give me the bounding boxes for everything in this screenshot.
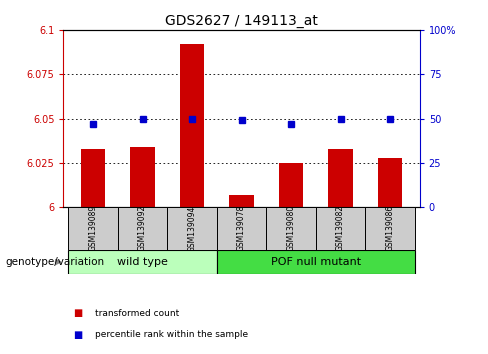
- Text: ■: ■: [73, 330, 82, 339]
- Bar: [279, 163, 304, 207]
- Text: GSM139082: GSM139082: [336, 205, 345, 251]
- Text: GSM139092: GSM139092: [138, 205, 147, 251]
- Text: GSM139089: GSM139089: [89, 205, 98, 251]
- Bar: [167, 207, 217, 250]
- Text: GSM139086: GSM139086: [386, 205, 394, 251]
- Bar: [266, 207, 316, 250]
- Bar: [68, 250, 217, 274]
- Bar: [328, 149, 353, 207]
- Bar: [229, 195, 254, 207]
- Bar: [378, 158, 403, 207]
- Text: GSM139078: GSM139078: [237, 205, 246, 251]
- Text: transformed count: transformed count: [95, 309, 180, 318]
- Bar: [130, 147, 155, 207]
- Text: genotype/variation: genotype/variation: [5, 257, 104, 267]
- Bar: [217, 207, 266, 250]
- Text: ■: ■: [73, 308, 82, 318]
- Title: GDS2627 / 149113_at: GDS2627 / 149113_at: [165, 14, 318, 28]
- Bar: [68, 207, 118, 250]
- Bar: [180, 44, 204, 207]
- Bar: [316, 207, 365, 250]
- Bar: [365, 207, 415, 250]
- Text: GSM139094: GSM139094: [187, 205, 197, 252]
- Text: wild type: wild type: [117, 257, 168, 267]
- Bar: [217, 250, 415, 274]
- Text: percentile rank within the sample: percentile rank within the sample: [95, 330, 248, 339]
- Bar: [81, 149, 105, 207]
- Bar: [118, 207, 167, 250]
- Text: GSM139080: GSM139080: [286, 205, 296, 251]
- Text: POF null mutant: POF null mutant: [271, 257, 361, 267]
